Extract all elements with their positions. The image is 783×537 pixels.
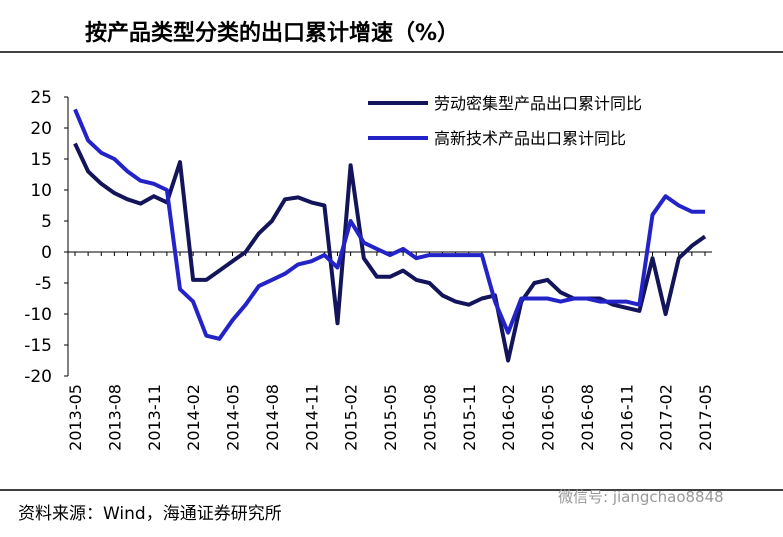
- y-tick-label: -15: [24, 336, 52, 356]
- legend-label: 高新技术产品出口累计同比: [434, 129, 626, 148]
- x-tick-label: 2014-11: [302, 384, 321, 451]
- source: 资料来源：Wind，海通证券研究所: [18, 504, 282, 524]
- y-tick-label: -20: [24, 367, 52, 387]
- x-tick-label: 2014-02: [184, 384, 203, 451]
- y-tick-label: 25: [30, 88, 52, 108]
- x-tick-label: 2015-05: [381, 384, 400, 451]
- x-tick-label: 2013-11: [145, 384, 164, 451]
- series-line: [73, 142, 707, 363]
- x-tick-label: 2017-02: [657, 384, 676, 451]
- x-tick-label: 2016-11: [617, 384, 636, 451]
- y-tick-label: -5: [35, 274, 52, 294]
- x-tick-label: 2013-05: [66, 384, 85, 451]
- y-tick-label: 0: [41, 243, 52, 263]
- x-tick-label: 2015-08: [420, 384, 439, 451]
- x-tick-label: 2016-05: [539, 384, 558, 451]
- x-tick-label: 2015-02: [342, 384, 361, 451]
- x-tick-label: 2013-08: [105, 384, 124, 451]
- watermark: 微信号: jiangchao8848: [558, 488, 724, 506]
- x-tick-label: 2014-08: [263, 384, 282, 451]
- x-tick-label: 2016-02: [499, 384, 518, 451]
- series-line: [73, 108, 705, 341]
- y-tick-label: 15: [30, 150, 52, 170]
- y-tick-label: -10: [24, 305, 52, 325]
- y-tick-label: 20: [30, 119, 52, 139]
- y-tick-label: 10: [30, 181, 52, 201]
- y-tick-label: 5: [41, 212, 52, 232]
- x-tick-label: 2017-05: [696, 384, 715, 451]
- x-tick-label: 2014-05: [224, 384, 243, 451]
- x-tick-label: 2015-11: [460, 384, 479, 451]
- legend-label: 劳动密集型产品出口累计同比: [434, 94, 642, 113]
- chart-title: 按产品类型分类的出口累计增速（%）: [85, 20, 459, 46]
- x-tick-label: 2016-08: [578, 384, 597, 451]
